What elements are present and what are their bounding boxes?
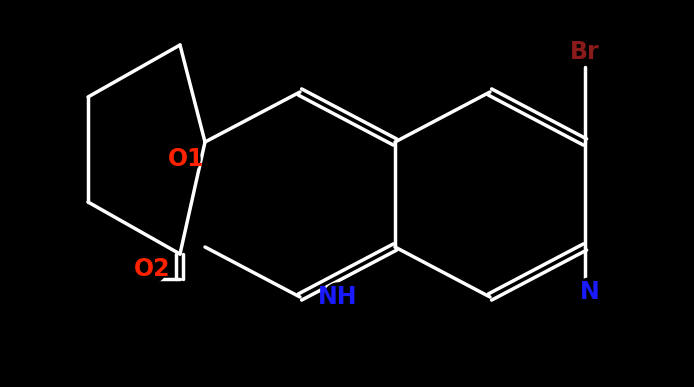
Text: N: N bbox=[580, 280, 600, 304]
Circle shape bbox=[556, 38, 584, 66]
Text: Br: Br bbox=[570, 40, 600, 64]
Circle shape bbox=[138, 255, 166, 283]
Text: O2: O2 bbox=[134, 257, 170, 281]
Circle shape bbox=[172, 145, 200, 173]
Text: O1: O1 bbox=[168, 147, 204, 171]
Circle shape bbox=[324, 283, 352, 311]
Circle shape bbox=[576, 278, 604, 306]
Text: NH: NH bbox=[319, 285, 357, 309]
